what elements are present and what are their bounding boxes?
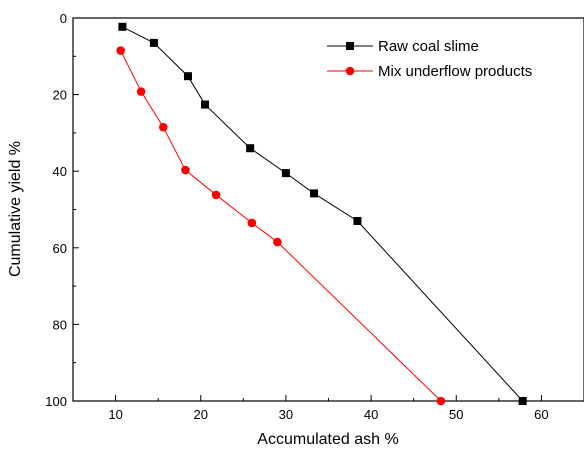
series-line-1: [122, 26, 524, 402]
y-axis-ticks: 0 20 40 60 80 100: [45, 11, 79, 409]
data-point: [310, 189, 319, 198]
x-axis-label: Accumulated ash %: [257, 431, 398, 448]
legend-marker: [345, 66, 355, 76]
y-tick-label: 0: [60, 11, 67, 26]
legend-label: Raw coal slime: [378, 38, 479, 55]
data-point: [158, 122, 168, 132]
y-tick-label: 60: [53, 241, 67, 256]
data-point: [136, 87, 146, 96]
data-point: [273, 237, 282, 247]
data-point: [201, 100, 210, 109]
y-tick-label: 80: [53, 317, 67, 332]
x-tick-label: 10: [108, 407, 122, 422]
data-point: [183, 72, 192, 81]
data-point: [353, 216, 362, 225]
data-point: [118, 22, 127, 31]
series-line-2: [120, 50, 442, 402]
x-tick-label: 60: [534, 407, 548, 422]
data-point: [436, 396, 446, 406]
data-point: [116, 46, 125, 55]
data-point: [181, 165, 190, 175]
x-axis-ticks: 10 20 30 40 50 60: [72, 395, 584, 422]
series-layer: [116, 22, 527, 406]
data-point: [281, 169, 290, 178]
data-point: [211, 190, 221, 200]
data-point: [247, 218, 257, 228]
legend-marker: [346, 42, 354, 50]
y-tick-label: 40: [53, 164, 67, 179]
x-tick-label: 20: [194, 407, 208, 422]
y-axis-label: Cumulative yield %: [7, 141, 24, 277]
x-tick-label: 30: [279, 407, 293, 422]
data-point: [149, 38, 158, 47]
y-tick-label: 100: [45, 394, 67, 409]
legend-label: Mix underflow products: [378, 63, 532, 80]
data-point: [518, 397, 527, 405]
x-tick-label: 40: [364, 407, 378, 422]
data-point: [246, 144, 255, 153]
x-tick-label: 50: [449, 407, 463, 422]
legend: Raw coal slime Mix underflow products: [327, 38, 532, 80]
y-tick-label: 20: [53, 88, 67, 103]
